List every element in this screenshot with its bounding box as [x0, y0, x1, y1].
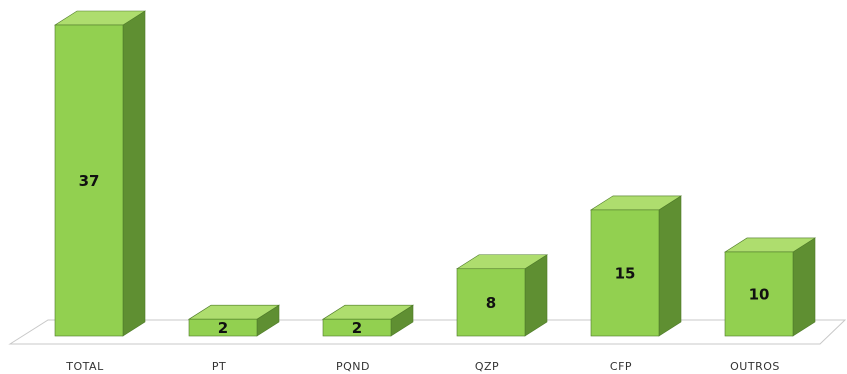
x-tick-label: OUTROS — [730, 360, 780, 373]
bar-cfp — [591, 196, 681, 336]
data-label: 8 — [486, 294, 496, 312]
bar-total — [55, 11, 145, 336]
x-axis-tick-labels: TOTAL PT PQND QZP CFP OUTROS — [65, 360, 780, 373]
bar-outros — [725, 238, 815, 336]
x-tick-label: TOTAL — [65, 360, 104, 373]
bar-side-face — [659, 196, 681, 336]
bar-series — [55, 11, 815, 336]
x-tick-label: PQND — [336, 360, 370, 373]
bar-side-face — [793, 238, 815, 336]
data-label: 10 — [749, 285, 770, 303]
x-tick-label: CFP — [610, 360, 632, 373]
data-label: 2 — [218, 319, 228, 337]
bar-qzp — [457, 255, 547, 336]
bar-side-face — [123, 11, 145, 336]
data-label: 37 — [79, 172, 100, 190]
x-tick-label: PT — [212, 360, 226, 373]
data-label: 15 — [615, 264, 636, 282]
x-tick-label: QZP — [475, 360, 499, 373]
data-label: 2 — [352, 319, 362, 337]
